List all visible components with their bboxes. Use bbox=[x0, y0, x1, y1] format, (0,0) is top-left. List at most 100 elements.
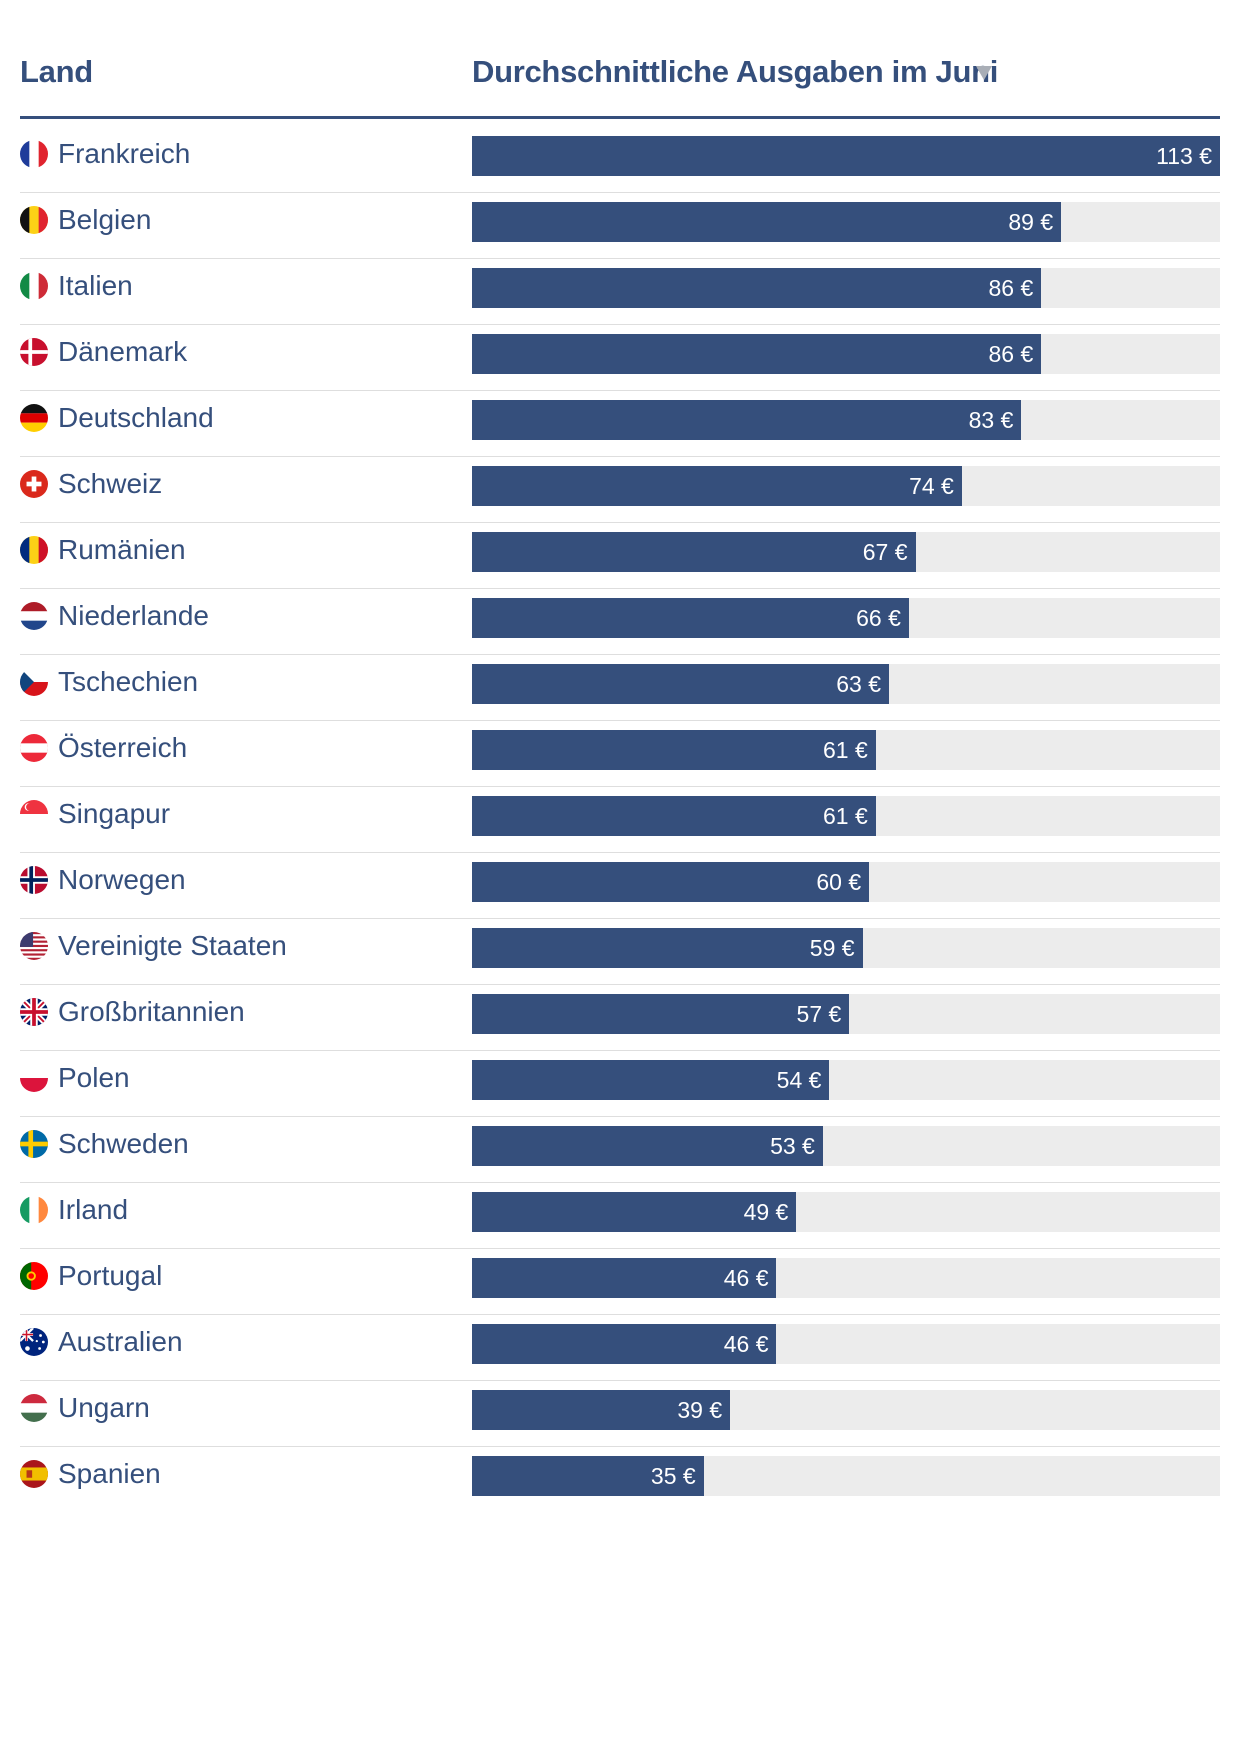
table-row: Großbritannien 57 € bbox=[0, 977, 1240, 1051]
bar: 66 € bbox=[472, 598, 909, 638]
table-row: Norwegen 60 € bbox=[0, 845, 1240, 919]
row-divider bbox=[20, 456, 1220, 457]
bar: 86 € bbox=[472, 334, 1042, 374]
pl-flag-icon bbox=[20, 1064, 48, 1092]
table-row: Vereinigte Staaten 59 € bbox=[0, 911, 1240, 985]
table-row: Niederlande 66 € bbox=[0, 581, 1240, 655]
bar-track: 86 € bbox=[472, 268, 1220, 308]
bar-track: 63 € bbox=[472, 664, 1220, 704]
table-row: Polen 54 € bbox=[0, 1043, 1240, 1117]
row-divider bbox=[20, 522, 1220, 523]
bar: 57 € bbox=[472, 994, 850, 1034]
bar-track: 89 € bbox=[472, 202, 1220, 242]
country-name: Schweiz bbox=[58, 468, 163, 499]
gb-flag-icon bbox=[20, 998, 48, 1026]
data-label: 59 € bbox=[809, 935, 855, 961]
data-label: 54 € bbox=[776, 1067, 822, 1093]
bar: 63 € bbox=[472, 664, 890, 704]
bar-track: 67 € bbox=[472, 532, 1220, 572]
at-flag-icon bbox=[20, 734, 48, 762]
bar-track: 54 € bbox=[472, 1060, 1220, 1100]
table-row: Irland 49 € bbox=[0, 1175, 1240, 1249]
bar-track: 39 € bbox=[472, 1390, 1220, 1430]
country-name: Rumänien bbox=[58, 534, 186, 565]
ch-flag-icon bbox=[20, 470, 48, 498]
country-name: Niederlande bbox=[58, 600, 209, 631]
column-header-country[interactable]: Land bbox=[20, 54, 93, 89]
bar: 54 € bbox=[472, 1060, 830, 1100]
row-divider bbox=[20, 390, 1220, 391]
table-row: Australien 46 € bbox=[0, 1307, 1240, 1381]
column-header-value[interactable]: Durchschnittliche Ausgaben im Juni bbox=[472, 54, 999, 89]
data-label: 86 € bbox=[988, 341, 1034, 367]
table-row: Ungarn 39 € bbox=[0, 1373, 1240, 1447]
sg-flag-icon bbox=[20, 800, 48, 828]
cz-flag-icon bbox=[20, 668, 48, 696]
bar-track: 66 € bbox=[472, 598, 1220, 638]
row-divider bbox=[20, 852, 1220, 853]
data-label: 66 € bbox=[856, 605, 901, 631]
bar: 86 € bbox=[472, 268, 1042, 308]
bar-track: 35 € bbox=[472, 1456, 1220, 1496]
row-divider bbox=[20, 588, 1220, 589]
header-divider bbox=[20, 116, 1220, 119]
table-row: Dänemark 86 € bbox=[0, 317, 1240, 391]
bar: 39 € bbox=[472, 1390, 731, 1430]
row-divider bbox=[20, 984, 1220, 985]
bar-track: 61 € bbox=[472, 730, 1220, 770]
row-divider bbox=[20, 654, 1220, 655]
row-divider bbox=[20, 1380, 1220, 1381]
ie-flag-icon bbox=[20, 1196, 48, 1224]
bar: 59 € bbox=[472, 928, 863, 968]
bar: 46 € bbox=[472, 1324, 777, 1364]
pt-flag-icon bbox=[20, 1262, 48, 1290]
data-label: 35 € bbox=[650, 1463, 696, 1489]
fr-flag-icon bbox=[20, 140, 48, 168]
table-row: Deutschland 83 € bbox=[0, 383, 1240, 457]
data-label: 39 € bbox=[677, 1397, 723, 1423]
row-divider bbox=[20, 192, 1220, 193]
bar: 53 € bbox=[472, 1126, 823, 1166]
bar-track: 46 € bbox=[472, 1324, 1220, 1364]
country-name: Polen bbox=[58, 1062, 130, 1093]
it-flag-icon bbox=[20, 272, 48, 300]
bar-track: 74 € bbox=[472, 466, 1220, 506]
bar-track: 53 € bbox=[472, 1126, 1220, 1166]
table-row: Tschechien 63 € bbox=[0, 647, 1240, 721]
sort-descending-icon[interactable] bbox=[976, 66, 992, 80]
data-label: 61 € bbox=[823, 737, 868, 763]
table-row: Belgien 89 € bbox=[0, 185, 1240, 259]
data-label: 89 € bbox=[1008, 209, 1054, 235]
country-name: Vereinigte Staaten bbox=[58, 930, 287, 961]
data-label: 49 € bbox=[743, 1199, 789, 1225]
row-divider bbox=[20, 720, 1220, 721]
row-divider bbox=[20, 918, 1220, 919]
se-flag-icon bbox=[20, 1130, 48, 1158]
au-flag-icon bbox=[20, 1328, 48, 1356]
data-label: 53 € bbox=[770, 1133, 815, 1159]
bar: 83 € bbox=[472, 400, 1022, 440]
bar-track: 86 € bbox=[472, 334, 1220, 374]
country-name: Tschechien bbox=[58, 666, 199, 697]
country-name: Belgien bbox=[58, 204, 152, 235]
country-name: Italien bbox=[58, 270, 133, 301]
bar-track: 61 € bbox=[472, 796, 1220, 836]
data-label: 46 € bbox=[723, 1331, 769, 1357]
bar: 61 € bbox=[472, 730, 876, 770]
country-name: Deutschland bbox=[58, 402, 214, 433]
bar-track: 83 € bbox=[472, 400, 1220, 440]
bar-track: 49 € bbox=[472, 1192, 1220, 1232]
no-flag-icon bbox=[20, 866, 48, 894]
data-label: 57 € bbox=[796, 1001, 842, 1027]
table-row: Singapur 61 € bbox=[0, 779, 1240, 853]
row-divider bbox=[20, 1446, 1220, 1447]
table-row: Rumänien 67 € bbox=[0, 515, 1240, 589]
table-row: Österreich 61 € bbox=[0, 713, 1240, 787]
bar: 46 € bbox=[472, 1258, 777, 1298]
country-name: Singapur bbox=[58, 798, 171, 829]
data-label: 86 € bbox=[988, 275, 1034, 301]
table-row: Frankreich 113 € bbox=[0, 119, 1240, 193]
data-label: 63 € bbox=[836, 671, 882, 697]
country-name: Österreich bbox=[58, 732, 188, 763]
